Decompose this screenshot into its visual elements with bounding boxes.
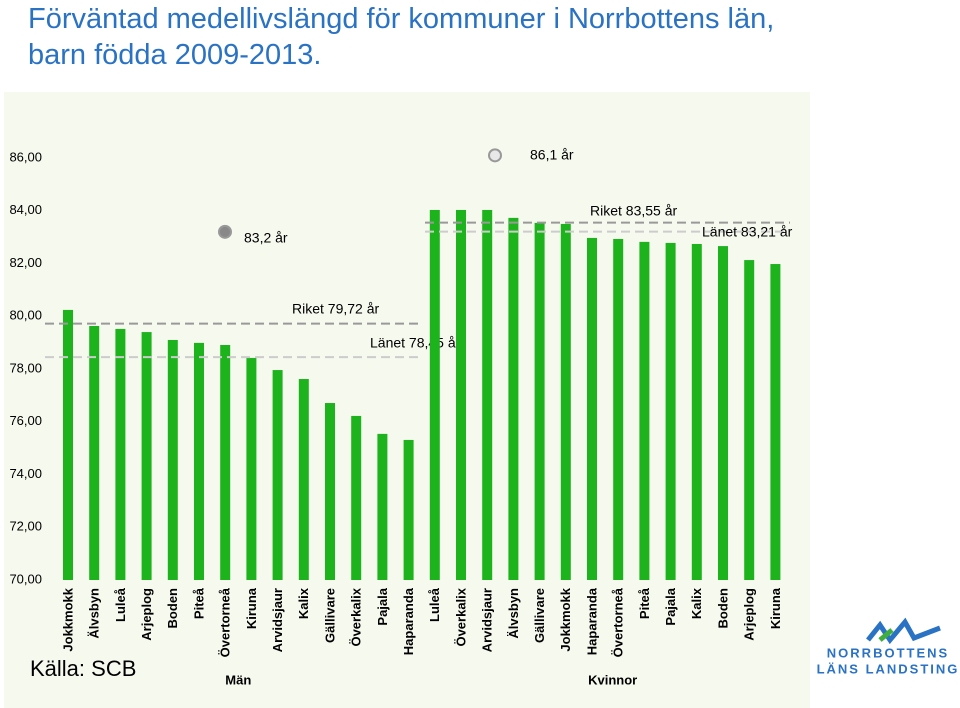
x-tick-label: Jokkmokk — [60, 587, 75, 651]
bar — [613, 238, 624, 580]
plot-background — [4, 92, 810, 708]
x-tick-label: Pajala — [663, 587, 678, 625]
bar — [691, 243, 702, 581]
x-tick-label: Övertorneå — [611, 587, 626, 657]
y-tick-label: 72,00 — [9, 519, 42, 534]
group-label: Kvinnor — [588, 672, 637, 687]
max-marker — [488, 148, 502, 163]
x-tick-label: Haparanda — [584, 587, 599, 655]
group-label: Män — [225, 672, 251, 687]
marker-label: 83,2 år — [244, 230, 288, 246]
x-tick-label: Arjeplog — [742, 588, 757, 641]
max-marker — [218, 224, 232, 239]
x-tick-label: Kiruna — [768, 587, 783, 629]
bar — [246, 357, 257, 580]
bar — [298, 379, 309, 580]
logo-text: LÄNS LANDSTING — [817, 661, 960, 676]
source: Källa: SCB — [30, 656, 136, 681]
x-tick-label: Överkalix — [349, 587, 364, 646]
bar — [141, 332, 152, 580]
x-tick-label: Haparanda — [401, 587, 416, 655]
bar — [89, 326, 100, 580]
x-tick-label: Övertorneå — [218, 587, 233, 657]
bar — [639, 241, 650, 580]
x-tick-label: Kalix — [689, 587, 704, 619]
x-tick-label: Luleå — [113, 587, 128, 622]
bar — [272, 370, 283, 580]
bar — [351, 415, 362, 580]
x-tick-label: Kalix — [296, 587, 311, 619]
x-tick-label: Gällivare — [532, 588, 547, 643]
y-tick-label: 80,00 — [9, 308, 42, 323]
bar — [220, 344, 231, 580]
bar — [482, 209, 493, 581]
x-tick-label: Kiruna — [244, 587, 259, 629]
reference-label: Riket 79,72 år — [292, 301, 379, 317]
y-tick-label: 70,00 — [9, 571, 42, 586]
bar — [325, 403, 335, 580]
x-tick-label: Arvidsjaur — [270, 588, 285, 652]
bar — [718, 246, 728, 580]
bar — [534, 222, 545, 580]
x-tick-label: Luleå — [427, 587, 442, 622]
x-tick-label: Boden — [165, 588, 180, 629]
x-tick-label: Överkalix — [453, 587, 468, 646]
x-tick-label: Gällivare — [322, 588, 337, 643]
bar — [744, 260, 755, 580]
x-tick-label: Älvsbyn — [506, 588, 521, 639]
chart-title: Förväntad medellivslängd för kommuner i … — [28, 3, 774, 71]
x-tick-label: Pajala — [375, 587, 390, 625]
y-tick-label: 86,00 — [9, 149, 42, 164]
bar — [665, 242, 676, 581]
y-tick-label: 78,00 — [9, 360, 42, 375]
bar — [587, 237, 597, 580]
x-tick-label: Jokkmokk — [558, 587, 573, 651]
y-tick-label: 76,00 — [9, 413, 42, 428]
y-tick-label: 84,00 — [9, 202, 42, 217]
logo: NORRBOTTENS LÄNS LANDSTING — [817, 617, 960, 676]
logo-mark — [878, 628, 894, 642]
x-tick-label: Piteå — [191, 587, 206, 619]
marker-label: 86,1 år — [530, 147, 574, 163]
bar — [115, 328, 126, 580]
bar — [403, 439, 414, 580]
bar — [429, 209, 440, 581]
bar — [377, 433, 388, 580]
bar — [560, 223, 571, 580]
x-tick-label: Arvidsjaur — [480, 588, 495, 652]
bar — [508, 217, 519, 580]
logo-text: NORRBOTTENS — [827, 645, 949, 660]
y-tick-label: 82,00 — [9, 255, 42, 270]
x-tick-label: Piteå — [637, 587, 652, 619]
logo-mark — [866, 617, 941, 645]
bar — [770, 264, 781, 580]
bar — [456, 209, 466, 581]
y-tick-label: 74,00 — [9, 466, 42, 481]
x-tick-label: Älvsbyn — [87, 588, 102, 639]
reference-label: Riket 83,55 år — [590, 203, 677, 219]
bar — [63, 309, 73, 580]
reference-label: Länet 83,21 år — [702, 224, 793, 240]
reference-label: Länet 78,45 år — [370, 335, 461, 351]
bar — [167, 339, 178, 580]
bar — [194, 342, 204, 580]
x-tick-label: Boden — [715, 588, 730, 629]
x-tick-label: Arjeplog — [139, 588, 154, 641]
